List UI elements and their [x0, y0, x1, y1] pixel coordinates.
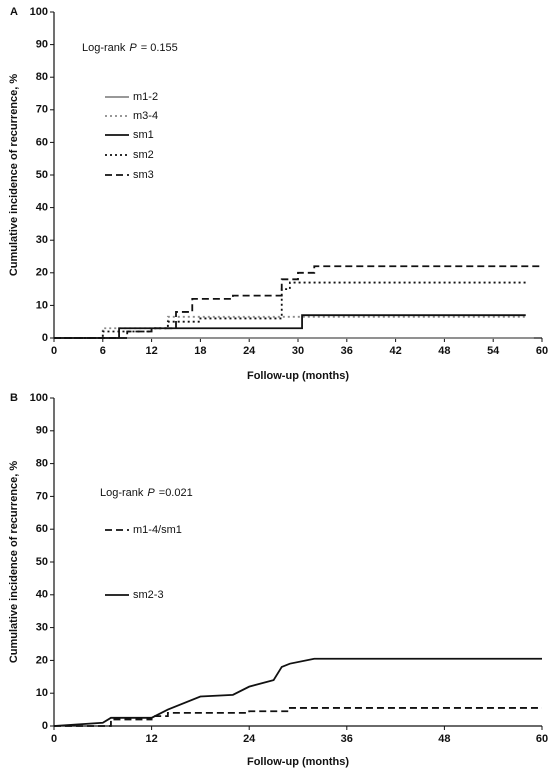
y-tick-label: 10 — [36, 687, 48, 699]
legend-label: sm2 — [133, 149, 154, 161]
panel-label: A — [10, 6, 18, 18]
panel-label: B — [10, 392, 18, 404]
annotation-part: P — [147, 487, 155, 499]
legend-label: sm3 — [133, 169, 154, 181]
y-tick-label: 60 — [36, 523, 48, 535]
y-tick-label: 0 — [42, 332, 48, 344]
x-tick-label: 12 — [145, 733, 157, 745]
annotation: Log-rank P =0.021 — [100, 487, 193, 499]
y-axis-label: Cumulative incidence of recurrence, % — [8, 74, 20, 277]
x-tick-label: 24 — [243, 345, 256, 357]
y-tick-label: 20 — [36, 654, 48, 666]
x-tick-label: 6 — [100, 345, 106, 357]
annotation-part: = 0.155 — [141, 42, 178, 54]
y-tick-label: 40 — [36, 589, 48, 601]
legend-label: m1-4/sm1 — [133, 524, 182, 536]
series-line — [54, 314, 526, 339]
x-tick-label: 54 — [487, 345, 500, 357]
y-tick-label: 60 — [36, 136, 48, 148]
legend-label: sm1 — [133, 129, 154, 141]
y-tick-label: 100 — [30, 6, 48, 18]
y-tick-label: 0 — [42, 720, 48, 732]
x-tick-label: 24 — [243, 733, 256, 745]
y-tick-label: 20 — [36, 267, 48, 279]
series-line — [54, 707, 542, 727]
legend-label: m3-4 — [133, 110, 158, 122]
series-line — [53, 657, 542, 727]
y-tick-label: 100 — [30, 392, 48, 404]
annotation-part: Log-rank — [82, 42, 126, 54]
y-tick-label: 70 — [36, 490, 48, 502]
y-tick-label: 10 — [36, 299, 48, 311]
x-tick-label: 12 — [145, 345, 157, 357]
x-tick-label: 18 — [194, 345, 206, 357]
x-tick-label: 36 — [341, 345, 353, 357]
y-tick-label: 50 — [36, 556, 48, 568]
x-tick-label: 60 — [536, 733, 548, 745]
annotation-part: P — [129, 42, 137, 54]
x-tick-label: 36 — [341, 733, 353, 745]
y-tick-label: 80 — [36, 458, 48, 470]
series-line — [54, 281, 526, 339]
legend-label: sm2-3 — [133, 589, 164, 601]
y-tick-label: 30 — [36, 234, 48, 246]
x-tick-label: 48 — [438, 733, 450, 745]
x-axis-label: Follow-up (months) — [247, 370, 349, 382]
y-axis-label: Cumulative incidence of recurrence, % — [8, 461, 20, 664]
x-tick-label: 30 — [292, 345, 304, 357]
x-tick-label: 0 — [51, 733, 57, 745]
y-tick-label: 40 — [36, 202, 48, 214]
legend-label: m1-2 — [133, 91, 158, 103]
y-tick-label: 80 — [36, 71, 48, 83]
y-tick-label: 70 — [36, 104, 48, 116]
x-tick-label: 60 — [536, 345, 548, 357]
x-tick-label: 42 — [389, 345, 401, 357]
annotation-part: Log-rank — [100, 487, 144, 499]
y-tick-label: 90 — [36, 39, 48, 51]
series-line — [54, 265, 542, 339]
y-tick-label: 50 — [36, 169, 48, 181]
y-tick-label: 30 — [36, 622, 48, 634]
annotation-part: =0.021 — [159, 487, 193, 499]
x-tick-label: 0 — [51, 345, 57, 357]
y-tick-label: 90 — [36, 425, 48, 437]
x-tick-label: 48 — [438, 345, 450, 357]
x-axis-label: Follow-up (months) — [247, 756, 349, 768]
annotation: Log-rank P = 0.155 — [82, 42, 178, 54]
